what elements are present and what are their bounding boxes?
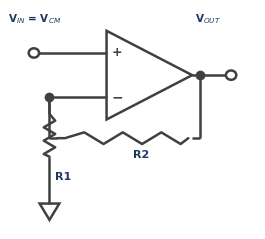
Text: V$_{OUT}$: V$_{OUT}$ (195, 12, 221, 26)
Text: +: + (112, 46, 122, 60)
Text: V$_{IN}$ = V$_{CM}$: V$_{IN}$ = V$_{CM}$ (8, 12, 61, 26)
Text: R1: R1 (55, 172, 71, 182)
Text: −: − (111, 90, 123, 104)
Text: R2: R2 (132, 150, 149, 159)
